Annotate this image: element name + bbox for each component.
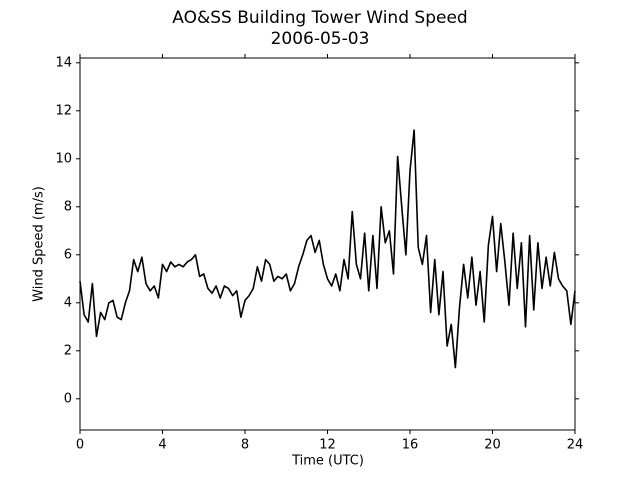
y-tick-label: 6 [64, 247, 72, 262]
y-tick-label: 10 [55, 151, 72, 166]
chart-title: AO&SS Building Tower Wind Speed [172, 8, 467, 28]
chart-subtitle: 2006-05-03 [271, 29, 370, 49]
y-axis-label: Wind Speed (m/s) [32, 186, 47, 302]
x-tick-label: 24 [567, 438, 584, 453]
x-tick-label: 4 [158, 438, 166, 453]
y-tick-label: 0 [64, 391, 72, 406]
y-tick-label: 4 [64, 295, 72, 310]
y-tick-label: 14 [55, 55, 72, 70]
data-line [79, 129, 576, 369]
x-axis-label: Time (UTC) [291, 454, 364, 469]
plot-frame [79, 57, 576, 431]
x-tick-label: 8 [241, 438, 249, 453]
y-tick-label: 8 [64, 199, 72, 214]
y-tick-label: 12 [55, 103, 72, 118]
x-tick-label: 12 [319, 438, 336, 453]
x-tick-label: 16 [402, 438, 419, 453]
x-tick-label: 20 [484, 438, 501, 453]
x-tick-label: 0 [76, 438, 84, 453]
y-tick-label: 2 [64, 343, 72, 358]
